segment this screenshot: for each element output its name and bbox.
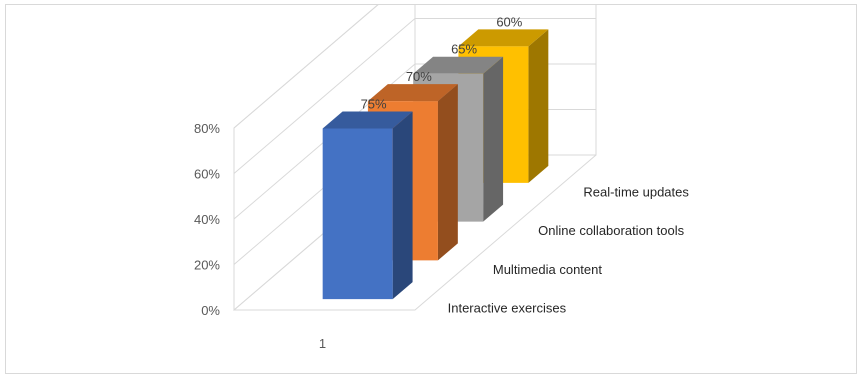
bar-top: [458, 29, 549, 47]
labels: 0% 20% 40% 60% 80% 1 60% 65% 70% 75% Interactive e…: [194, 14, 689, 351]
x-tick-label: 1: [319, 336, 326, 351]
bar-side: [392, 111, 413, 300]
bar-top: [367, 84, 458, 102]
y-tick-label: 0%: [201, 303, 220, 318]
gridline: [233, 18, 596, 174]
y-tick-label: 80%: [194, 121, 220, 136]
series-axis-label: Interactive exercises: [448, 301, 567, 316]
bar-interactive-exercises: [322, 111, 413, 300]
bar-top: [413, 56, 504, 74]
y-tick-label: 40%: [194, 212, 220, 227]
bar-side: [483, 56, 504, 222]
y-tick-label: 20%: [194, 258, 220, 273]
bar-side: [437, 84, 458, 261]
data-label: 60%: [496, 14, 522, 29]
data-label: 70%: [406, 69, 432, 84]
floor-edge: [234, 154, 597, 311]
data-label: 75%: [361, 96, 387, 111]
chart-svg: 0% 20% 40% 60% 80% 1 60% 65% 70% 75% Interactive e…: [194, 0, 689, 351]
series-axis-label: Multimedia content: [493, 262, 602, 277]
bar-side: [528, 29, 549, 183]
series-axis-label: Real-time updates: [583, 184, 689, 199]
bar-front: [322, 128, 393, 300]
bars: [322, 29, 549, 300]
chart-area: 0% 20% 40% 60% 80% 1 60% 65% 70% 75% Interactive e…: [5, 0, 857, 374]
bar-top: [322, 111, 413, 129]
gridline: [233, 0, 385, 129]
data-label: 65%: [451, 42, 477, 57]
series-axis-label: Online collaboration tools: [538, 223, 684, 238]
y-tick-label: 60%: [194, 167, 220, 182]
